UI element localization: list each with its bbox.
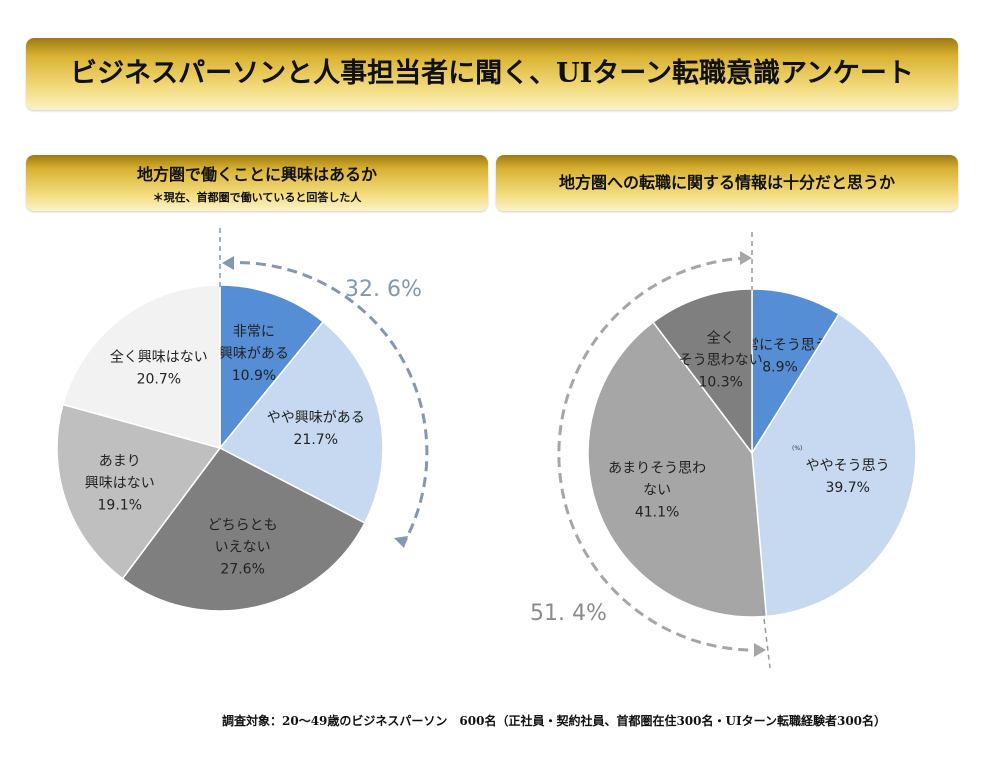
pie-slice <box>218 320 384 524</box>
slice-label: 全く興味はない 20.7% <box>110 349 208 388</box>
arrow-icon <box>740 251 752 265</box>
pie-slice <box>751 312 917 618</box>
left-chart-header: 地方圏で働くことに興味はあるか ＊現在、首都圏で働いていると回答した人 <box>26 155 488 211</box>
left-chart-title: 地方圏で働くことに興味はあるか <box>136 165 377 184</box>
slice-label: ややそう思う 39.7% <box>806 458 890 496</box>
footer-note: 調査対象：20～49歳のビジネスパーソン 600名（正社員・契約社員、首都圏在住… <box>222 714 887 728</box>
slice-label: やや興味がある 21.7% <box>267 410 365 448</box>
right-chart-title: 地方圏への転職に関する情報は十分だと思うか <box>496 155 958 211</box>
slice-label: どちらともいえない 27.6% <box>208 517 278 577</box>
unit-note: (%) <box>792 445 802 452</box>
slice-label: あまり興味はない 19.1% <box>85 453 155 513</box>
guide-line <box>762 609 771 669</box>
arrow-icon <box>222 256 234 270</box>
pie-slice <box>652 288 753 456</box>
pie-slice <box>587 321 768 618</box>
slice-label: あまりそう思わない 41.1% <box>608 461 706 521</box>
arrow-icon <box>394 536 408 548</box>
left-chart-subtitle: ＊現在、首都圏で働いていると回答した人 <box>152 191 362 204</box>
annotation-label: 51. 4% <box>530 601 607 626</box>
annotation-label: 32. 6% <box>345 277 422 302</box>
pie-slice <box>219 284 325 451</box>
pie-slice <box>751 288 841 456</box>
pie-slice <box>121 447 366 612</box>
pie-slice <box>56 403 222 580</box>
annotation-arc <box>223 261 429 544</box>
main-title: ビジネスパーソンと人事担当者に聞く、UIターン転職意識アンケート <box>26 38 958 110</box>
slice-label: 非常に興味がある 10.9% <box>219 324 289 384</box>
arrow-icon <box>754 643 766 657</box>
slice-label: 全くそう思わない 10.3% <box>679 330 763 391</box>
pie-slice <box>61 284 221 449</box>
slice-label: 非常にそう思う 8.9% <box>731 337 829 375</box>
annotation-arc <box>557 256 763 652</box>
